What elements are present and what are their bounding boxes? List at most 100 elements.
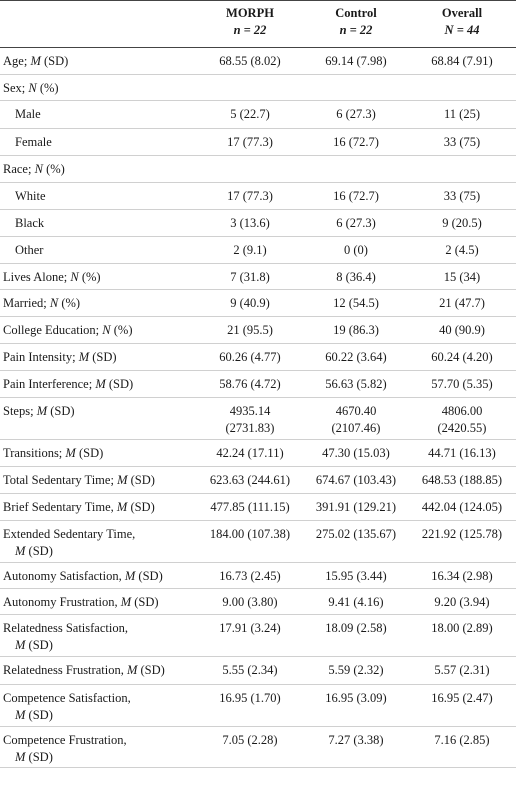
control-value: 7.27 (3.38) bbox=[304, 732, 408, 767]
row-label-text: Brief Sedentary Time, M (SD) bbox=[3, 500, 155, 514]
value-text: 9 (40.9) bbox=[230, 296, 270, 310]
row-label-text: Autonomy Frustration, M (SD) bbox=[3, 595, 159, 609]
control-value bbox=[304, 80, 408, 100]
value-text: 57.70 (5.35) bbox=[431, 377, 493, 391]
value-text-sd: (2107.46) bbox=[331, 421, 381, 435]
overall-value bbox=[408, 161, 516, 182]
control-value: 19 (86.3) bbox=[304, 322, 408, 343]
control-value: 12 (54.5) bbox=[304, 295, 408, 316]
value-text: 221.92 (125.78) bbox=[421, 527, 503, 541]
overall-value: 4806.00 (2420.55) bbox=[408, 403, 516, 439]
morph-value: 184.00 (107.38) bbox=[196, 526, 304, 562]
row-label: Age; M (SD) bbox=[0, 53, 196, 74]
row-label: Extended Sedentary Time, M (SD) bbox=[0, 526, 196, 562]
overall-value: 16.34 (2.98) bbox=[408, 568, 516, 588]
row-label-text: Sex; N (%) bbox=[3, 81, 59, 95]
row-label-text: Competence Satisfaction, bbox=[3, 691, 131, 705]
table-row: Lives Alone; N (%) 7 (31.8) 8 (36.4) 15 (34… bbox=[0, 264, 516, 290]
row-label-text: Competence Frustration, bbox=[3, 733, 127, 747]
value-text: 16.34 (2.98) bbox=[431, 569, 493, 583]
control-value bbox=[304, 161, 408, 182]
row-label-text: Extended Sedentary Time, bbox=[3, 527, 136, 541]
value-text: 184.00 (107.38) bbox=[209, 527, 291, 541]
row-label-text: White bbox=[15, 189, 46, 203]
table-row: Black 3 (13.6) 6 (27.3) 9 (20.5) bbox=[0, 210, 516, 237]
row-label: Competence Frustration, M (SD) bbox=[0, 732, 196, 767]
row-label: Other bbox=[0, 242, 196, 263]
row-label: Transitions; M (SD) bbox=[0, 445, 196, 466]
value-text: 16 (72.7) bbox=[333, 189, 379, 203]
control-value: 6 (27.3) bbox=[304, 106, 408, 128]
overall-value bbox=[408, 80, 516, 100]
row-label-text: College Education; N (%) bbox=[3, 323, 133, 337]
table-header: MORPH n = 22 Control n = 22 Overall N = … bbox=[0, 0, 516, 48]
value-text: 60.22 (3.64) bbox=[325, 350, 387, 364]
row-label-continuation: M (SD) bbox=[15, 708, 53, 722]
row-label: College Education; N (%) bbox=[0, 322, 196, 343]
value-text: 33 (75) bbox=[443, 135, 481, 149]
table-row: Pain Intensity; M (SD) 60.26 (4.77) 60.22 … bbox=[0, 344, 516, 371]
value-text: 8 (36.4) bbox=[336, 270, 376, 284]
control-value: 275.02 (135.67) bbox=[304, 526, 408, 562]
row-label: Race; N (%) bbox=[0, 161, 196, 182]
table-row: Steps; M (SD) 4935.14 (2731.83) 4670.40 (210… bbox=[0, 398, 516, 440]
control-value: 47.30 (15.03) bbox=[304, 445, 408, 466]
table-body: Age; M (SD) 68.55 (8.02) 69.14 (7.98) 68.84… bbox=[0, 48, 516, 768]
value-text: 391.91 (129.21) bbox=[315, 500, 397, 514]
header-morph-name: MORPH bbox=[226, 6, 274, 20]
header-control: Control n = 22 bbox=[304, 1, 408, 47]
value-text: 477.85 (111.15) bbox=[210, 500, 290, 514]
value-text: 16.95 (3.09) bbox=[325, 691, 387, 705]
overall-value: 9 (20.5) bbox=[408, 215, 516, 236]
morph-value bbox=[196, 80, 304, 100]
morph-value: 2 (9.1) bbox=[196, 242, 304, 263]
value-text-sd: (2420.55) bbox=[437, 421, 487, 435]
value-text: 648.53 (188.85) bbox=[421, 473, 503, 487]
overall-value: 5.57 (2.31) bbox=[408, 662, 516, 684]
morph-value: 17 (77.3) bbox=[196, 134, 304, 155]
row-label-text: Black bbox=[15, 216, 45, 230]
row-label-text: Age; M (SD) bbox=[3, 54, 69, 68]
morph-value: 9 (40.9) bbox=[196, 295, 304, 316]
table-row: Relatedness Frustration, M (SD) 5.55 (2.3… bbox=[0, 657, 516, 685]
row-label: Relatedness Satisfaction, M (SD) bbox=[0, 620, 196, 656]
row-label: Competence Satisfaction, M (SD) bbox=[0, 690, 196, 726]
table-row: Sex; N (%) bbox=[0, 75, 516, 101]
header-control-name: Control bbox=[335, 6, 377, 20]
overall-value: 44.71 (16.13) bbox=[408, 445, 516, 466]
value-text: 12 (54.5) bbox=[333, 296, 379, 310]
value-text: 6 (27.3) bbox=[336, 216, 376, 230]
morph-value: 5 (22.7) bbox=[196, 106, 304, 128]
table-row: Married; N (%) 9 (40.9) 12 (54.5) 21 (47.7) bbox=[0, 290, 516, 317]
value-text: 2 (9.1) bbox=[233, 243, 267, 257]
control-value: 18.09 (2.58) bbox=[304, 620, 408, 656]
value-text: 33 (75) bbox=[443, 189, 481, 203]
table-row: College Education; N (%) 21 (95.5) 19 (86.… bbox=[0, 317, 516, 344]
row-label-text: Autonomy Satisfaction, M (SD) bbox=[3, 569, 163, 583]
value-text: 5.59 (2.32) bbox=[328, 663, 384, 677]
header-morph: MORPH n = 22 bbox=[196, 1, 304, 47]
value-text: 5 (22.7) bbox=[230, 107, 270, 121]
morph-value: 623.63 (244.61) bbox=[196, 472, 304, 493]
table-row: Extended Sedentary Time, M (SD) 184.00 (10… bbox=[0, 521, 516, 563]
morph-value bbox=[196, 161, 304, 182]
row-label-continuation: M (SD) bbox=[15, 544, 53, 558]
control-value: 69.14 (7.98) bbox=[304, 53, 408, 74]
table-row: Autonomy Satisfaction, M (SD) 16.73 (2.45… bbox=[0, 563, 516, 589]
overall-value: 33 (75) bbox=[408, 134, 516, 155]
overall-value: 648.53 (188.85) bbox=[408, 472, 516, 493]
row-label-text: Married; N (%) bbox=[3, 296, 81, 310]
row-label-continuation: M (SD) bbox=[15, 638, 53, 652]
value-text: 674.67 (103.43) bbox=[315, 473, 397, 487]
overall-value: 7.16 (2.85) bbox=[408, 732, 516, 767]
value-text: 44.71 (16.13) bbox=[428, 446, 496, 460]
row-label-text: Lives Alone; N (%) bbox=[3, 270, 101, 284]
morph-value: 3 (13.6) bbox=[196, 215, 304, 236]
overall-value: 15 (34) bbox=[408, 269, 516, 289]
value-text: 9 (20.5) bbox=[442, 216, 482, 230]
value-text: 47.30 (15.03) bbox=[322, 446, 390, 460]
morph-value: 17 (77.3) bbox=[196, 188, 304, 209]
row-label: Married; N (%) bbox=[0, 295, 196, 316]
row-label-text: Total Sedentary Time; M (SD) bbox=[3, 473, 155, 487]
